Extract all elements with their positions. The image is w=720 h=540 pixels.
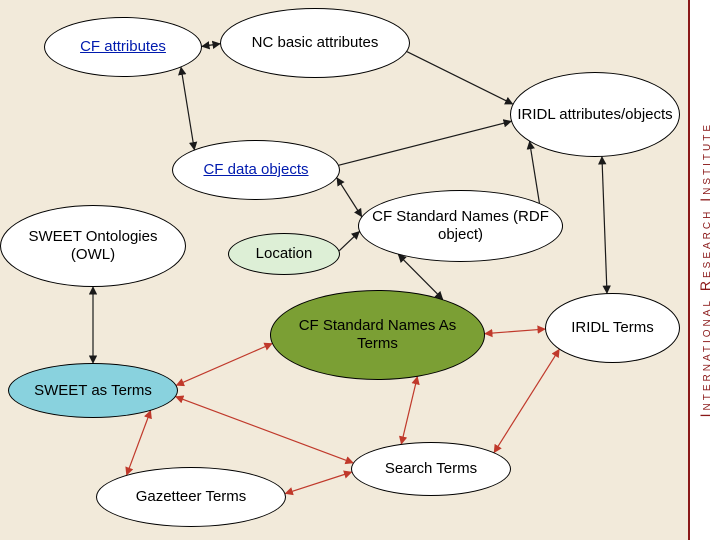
node-sweet-terms: SWEET as Terms bbox=[8, 363, 178, 418]
edge-cf_std_rdf-iridl_attr bbox=[530, 142, 540, 203]
diagram-canvas: CF attributes NC basic attributes IRIDL at… bbox=[0, 0, 690, 540]
node-location: Location bbox=[228, 233, 340, 275]
edge-nc_basic-iridl_attr bbox=[407, 52, 513, 104]
node-cf-std-rdf: CF Standard Names (RDF object) bbox=[358, 190, 563, 262]
edge-cf_attr-cf_data bbox=[181, 67, 194, 149]
node-search: Search Terms bbox=[351, 442, 511, 496]
node-cf-std-terms: CF Standard Names As Terms bbox=[270, 290, 485, 380]
edge-cf_attr-nc_basic bbox=[202, 44, 220, 47]
node-iridl-terms: IRIDL Terms bbox=[545, 293, 680, 363]
node-cf-data[interactable]: CF data objects bbox=[172, 140, 340, 200]
edge-sweet_terms-cf_std_terms bbox=[176, 344, 272, 386]
edge-location-cf_std_rdf bbox=[339, 232, 359, 251]
node-gazetteer: Gazetteer Terms bbox=[96, 467, 286, 527]
edge-cf_std_terms-search bbox=[401, 377, 417, 444]
node-sweet-owl: SWEET Ontologies (OWL) bbox=[0, 205, 186, 287]
edge-cf_data-cf_std_rdf bbox=[337, 178, 362, 217]
sidebar: International Research Institute bbox=[688, 0, 720, 540]
node-iridl-attr: IRIDL attributes/objects bbox=[510, 72, 680, 157]
node-nc-basic: NC basic attributes bbox=[220, 8, 410, 78]
edge-gazetteer-search bbox=[285, 472, 351, 493]
sidebar-label: International Research Institute bbox=[697, 122, 713, 417]
edge-cf_std_terms-iridl_terms bbox=[485, 329, 545, 334]
edge-sweet_terms-search bbox=[176, 397, 353, 463]
edge-iridl_terms-search bbox=[494, 349, 559, 452]
edge-cf_data-iridl_attr bbox=[339, 121, 511, 165]
node-cf-attr[interactable]: CF attributes bbox=[44, 17, 202, 77]
edge-sweet_terms-gazetteer bbox=[127, 411, 151, 475]
edge-iridl_attr-iridl_terms bbox=[602, 157, 607, 293]
